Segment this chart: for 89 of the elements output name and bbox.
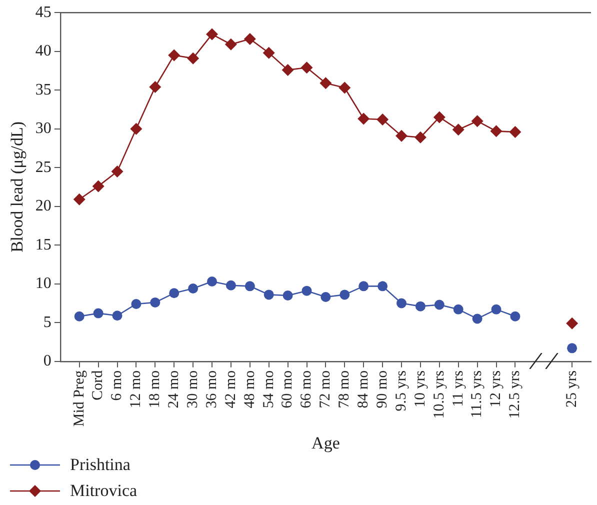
point xyxy=(169,288,180,298)
point xyxy=(415,301,426,312)
x-tick-label: 72 mo xyxy=(318,370,334,408)
point xyxy=(282,64,294,76)
x-tick-label: Mid Preg xyxy=(71,370,88,427)
point xyxy=(433,111,446,124)
x-axis-title: Age xyxy=(312,433,340,452)
point xyxy=(452,124,464,136)
point xyxy=(338,82,351,94)
point xyxy=(207,276,217,287)
point xyxy=(244,281,255,292)
point xyxy=(131,299,142,309)
point xyxy=(340,290,350,300)
x-tick-label: 9.5 yrs xyxy=(393,370,410,412)
point xyxy=(566,317,578,330)
x-tick-label: 66 mo xyxy=(298,370,315,408)
point xyxy=(244,32,256,45)
point xyxy=(567,343,578,354)
point xyxy=(396,298,406,308)
y-tick-label: 10 xyxy=(35,275,52,292)
point xyxy=(453,304,464,314)
x-tick-label: 6 mo xyxy=(109,370,126,401)
point xyxy=(224,38,237,50)
point xyxy=(434,300,444,310)
x-tick-label: 48 mo xyxy=(242,370,258,408)
y-axis-title: Blood lead (μg/dL) xyxy=(8,122,27,252)
point xyxy=(510,311,520,322)
x-tick-label: 12 mo xyxy=(128,370,144,408)
x-tick-label: 36 mo xyxy=(204,370,220,408)
point xyxy=(92,180,104,192)
point xyxy=(130,122,142,135)
point xyxy=(490,125,502,138)
point xyxy=(226,280,236,290)
y-tick-label: 40 xyxy=(35,42,52,60)
x-tick-label: 18 mo xyxy=(147,370,164,408)
point xyxy=(73,193,86,206)
point xyxy=(472,314,482,324)
x-tick-label: 10.5 yrs xyxy=(431,370,448,419)
y-tick-label: 20 xyxy=(35,198,52,215)
point xyxy=(187,52,200,64)
point xyxy=(282,290,293,300)
point xyxy=(188,284,198,294)
point xyxy=(264,290,274,300)
point xyxy=(491,304,502,314)
point xyxy=(320,292,331,302)
point xyxy=(111,165,124,178)
point xyxy=(358,281,369,292)
x-tick-label: 11.5 yrs xyxy=(469,370,486,418)
y-tick-label: 0 xyxy=(43,352,52,370)
x-tick-label: 10 yrs xyxy=(412,370,428,408)
legend-label: Prishtina xyxy=(70,455,130,475)
x-tick-label: 90 mo xyxy=(374,370,390,408)
point xyxy=(358,112,370,125)
y-tick-label: 5 xyxy=(43,314,52,331)
x-tick-label: 42 mo xyxy=(222,370,239,408)
x-tick-label: Cord xyxy=(90,370,106,400)
y-tick-label: 30 xyxy=(35,120,52,138)
x-tick-label: 54 mo xyxy=(260,370,277,408)
point xyxy=(320,77,332,90)
point xyxy=(414,131,426,144)
point xyxy=(74,311,84,322)
point xyxy=(471,115,484,128)
point xyxy=(112,310,122,321)
x-tick-label: 11 yrs xyxy=(450,370,466,407)
x-tick-label: 12.5 yrs xyxy=(507,370,524,419)
point xyxy=(149,81,162,93)
x-tick-label: 25 yrs xyxy=(564,370,580,408)
y-tick-label: 45 xyxy=(35,4,52,21)
x-tick-label: 24 mo xyxy=(166,370,182,408)
y-tick-label: 35 xyxy=(35,81,52,98)
point xyxy=(302,286,312,296)
legend-label: Mitrovica xyxy=(70,481,138,501)
point xyxy=(150,297,160,308)
point xyxy=(206,28,218,40)
y-tick-label: 25 xyxy=(35,158,52,176)
point xyxy=(300,62,313,74)
point xyxy=(93,308,104,318)
x-tick-label: 78 mo xyxy=(336,370,353,408)
y-tick-label: 15 xyxy=(35,236,52,254)
point xyxy=(376,114,389,126)
x-tick-label: 60 mo xyxy=(280,370,296,408)
x-tick-label: 84 mo xyxy=(356,370,372,408)
point xyxy=(509,126,522,138)
x-tick-label: 30 mo xyxy=(184,370,201,408)
point xyxy=(262,46,275,59)
x-tick-label: 12 yrs xyxy=(488,370,504,408)
point xyxy=(168,49,180,62)
point xyxy=(378,281,388,292)
point xyxy=(396,130,408,142)
